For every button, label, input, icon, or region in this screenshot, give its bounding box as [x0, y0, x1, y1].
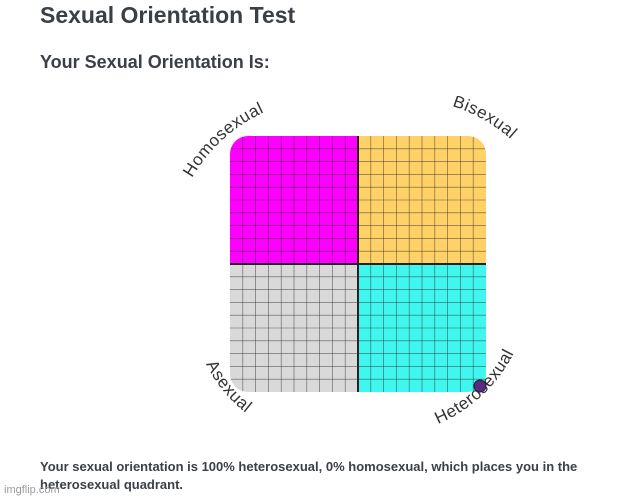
- result-heading: Your Sexual Orientation Is:: [40, 52, 270, 72]
- bisexual-label: Bisexual: [451, 96, 521, 142]
- page-title: Sexual Orientation Test: [40, 2, 296, 28]
- imgflip-watermark: imgflip.com: [4, 484, 60, 496]
- result-marker-dot: [473, 379, 487, 393]
- result-summary: Your sexual orientation is 100% heterose…: [40, 459, 578, 492]
- orientation-compass-chart: Homosexual Bisexual Asexual Heterosexual: [179, 92, 521, 428]
- orientation-compass: Homosexual Bisexual Asexual Heterosexual: [179, 92, 540, 436]
